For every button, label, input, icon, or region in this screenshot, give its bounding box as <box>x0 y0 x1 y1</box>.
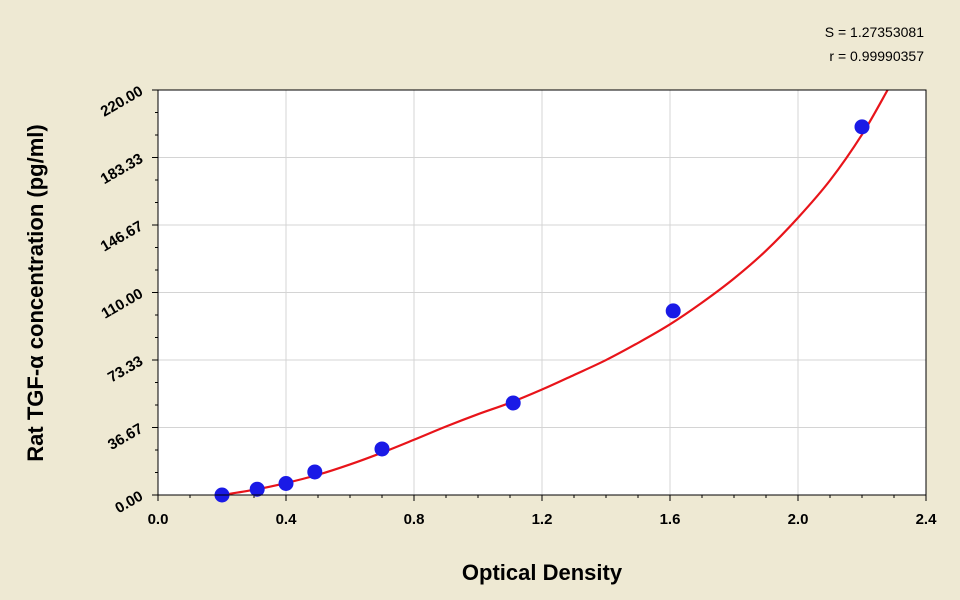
x-tick-labels: 0.0 0.4 0.8 1.2 1.6 2.0 2.4 <box>148 511 938 528</box>
y-tick-label: 73.33 <box>105 353 146 386</box>
data-point <box>374 441 390 457</box>
y-tick-labels: 0.00 36.67 73.33 110.00 146.67 183.33 220.00 <box>98 83 146 517</box>
y-axis-title: Rat TGF-α concentration (pg/ml) <box>23 124 48 461</box>
x-tick-label: 2.0 <box>788 511 809 528</box>
x-tick-label: 2.4 <box>916 511 938 528</box>
fit-curve-line <box>221 89 889 497</box>
plot-frame <box>157 89 927 496</box>
data-point <box>854 119 870 135</box>
data-point <box>505 395 521 411</box>
x-tick-label: 0.4 <box>276 511 298 528</box>
data-points <box>214 119 870 503</box>
y-tick-label: 146.67 <box>98 218 146 256</box>
x-axis-title: Optical Density <box>462 560 623 585</box>
x-tick-label: 1.2 <box>532 511 553 528</box>
data-point <box>665 303 681 319</box>
y-tick-label: 36.67 <box>105 420 146 453</box>
x-tick-label: 1.6 <box>660 511 681 528</box>
y-tick-label: 110.00 <box>98 285 146 322</box>
data-point <box>249 481 265 497</box>
data-point <box>278 475 294 491</box>
grid-lines <box>158 90 926 495</box>
stat-r-value: r = 0.99990357 <box>829 48 924 64</box>
y-tick-label: 220.00 <box>98 83 146 121</box>
y-tick-label: 0.00 <box>112 488 146 517</box>
data-point <box>307 464 323 480</box>
x-tick-label: 0.0 <box>148 511 169 528</box>
stat-s-value: S = 1.27353081 <box>825 24 924 40</box>
x-tick-label: 0.8 <box>404 511 425 528</box>
y-tick-label: 183.33 <box>98 150 146 188</box>
